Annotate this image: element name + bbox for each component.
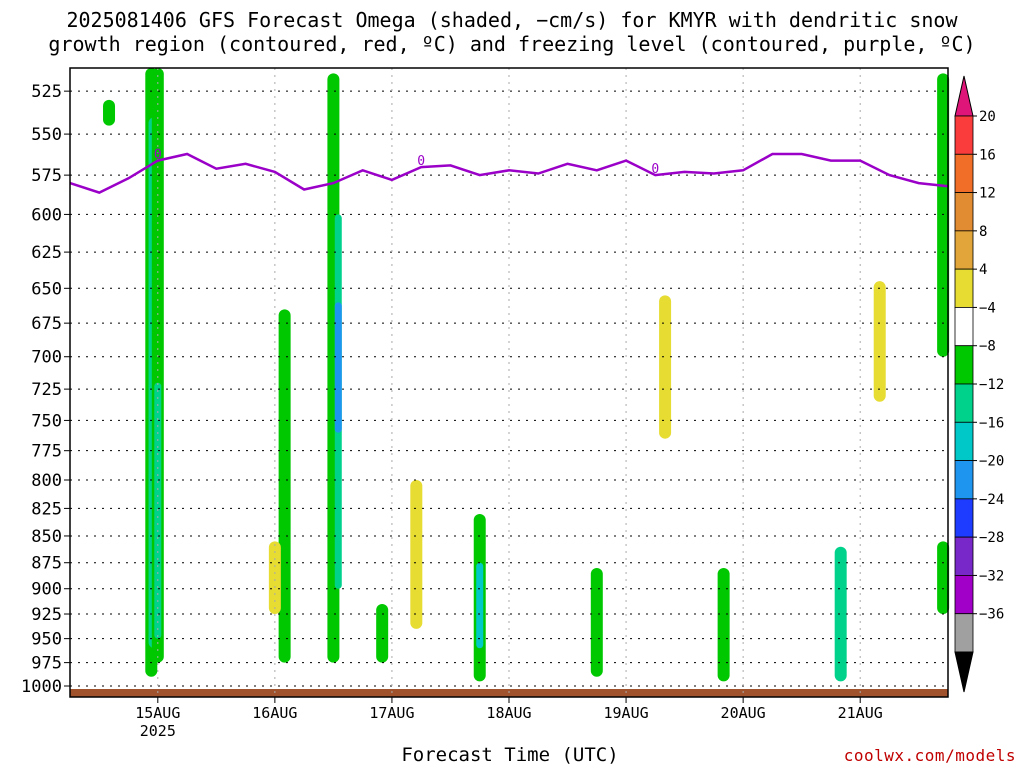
colorbar-bin-13 <box>954 575 974 615</box>
colorbar-label-12: −32 <box>979 568 1004 584</box>
chart-title: 2025081406 GFS Forecast Omega (shaded, −… <box>0 8 1024 56</box>
freezing-level-label: 0 <box>417 154 425 169</box>
omega-region-14 <box>590 567 603 677</box>
y-tick-label-625: 625 <box>31 243 62 263</box>
colorbar-bin-14 <box>954 613 974 653</box>
colorbar-bin-11 <box>954 498 974 538</box>
colorbar-bottom-triangle <box>954 651 974 693</box>
omega-region-13 <box>476 562 484 649</box>
colorbar-bin-1 <box>954 115 974 155</box>
colorbar-bin-3 <box>954 192 974 232</box>
colorbar-bin-5 <box>954 268 974 308</box>
colorbar-label-6: −8 <box>979 339 996 355</box>
colorbar-label-13: −36 <box>979 607 1004 623</box>
omega-region-5 <box>278 309 291 663</box>
colorbar-bin-12 <box>954 536 974 576</box>
freezing-level-label: 0 <box>651 162 659 177</box>
colorbar-label-1: 16 <box>979 147 996 163</box>
colorbar-bin-4 <box>954 230 974 270</box>
colorbar-label-10: −24 <box>979 492 1004 508</box>
omega-region-11 <box>410 479 423 629</box>
x-tick-label-15AUG: 15AUG <box>135 704 180 722</box>
y-tick-label-975: 975 <box>31 654 62 674</box>
omega-region-9 <box>268 541 281 615</box>
colorbar-label-3: 8 <box>979 224 987 240</box>
x-tick-label-17AUG: 17AUG <box>369 704 414 722</box>
y-tick-label-600: 600 <box>31 205 62 225</box>
omega-region-10 <box>376 603 389 663</box>
y-tick-label-775: 775 <box>31 442 62 462</box>
y-tick-label-800: 800 <box>31 471 62 491</box>
plot-frame <box>69 67 949 698</box>
colorbar-bin-9 <box>954 421 974 461</box>
omega-region-19 <box>937 73 950 357</box>
colorbar-label-7: −12 <box>979 377 1004 393</box>
chart-title-line1: 2025081406 GFS Forecast Omega (shaded, −… <box>66 8 958 32</box>
y-tick-label-725: 725 <box>31 380 62 400</box>
colorbar-bin-2 <box>954 153 974 193</box>
omega-region-8 <box>334 302 342 433</box>
credit-link[interactable]: coolwx.com/models <box>843 746 1016 765</box>
x-axis-label: Forecast Time (UTC) <box>401 744 619 766</box>
colorbar-label-9: −20 <box>979 454 1004 470</box>
x-tick-label-20AUG: 20AUG <box>721 704 766 722</box>
y-tick-label-750: 750 <box>31 411 62 431</box>
y-tick-label-900: 900 <box>31 580 62 600</box>
omega-region-18 <box>873 281 886 402</box>
colorbar-label-4: 4 <box>979 262 987 278</box>
colorbar-label-8: −16 <box>979 415 1004 431</box>
freezing-level-label: 0 <box>154 148 162 163</box>
omega-region-20 <box>937 541 950 615</box>
omega-region-16 <box>717 567 730 682</box>
colorbar-bin-10 <box>954 460 974 500</box>
y-tick-label-675: 675 <box>31 314 62 334</box>
y-tick-label-575: 575 <box>31 166 62 186</box>
x-tick-label-21AUG: 21AUG <box>838 704 883 722</box>
colorbar-bin-7 <box>954 345 974 385</box>
x-tick-label-16AUG: 16AUG <box>252 704 297 722</box>
omega-region-15 <box>659 295 672 439</box>
y-tick-label-925: 925 <box>31 605 62 625</box>
y-tick-label-875: 875 <box>31 554 62 574</box>
colorbar-label-2: 12 <box>979 186 996 202</box>
y-tick-label-700: 700 <box>31 348 62 368</box>
x-tick-sublabel-15AUG: 2025 <box>140 722 176 740</box>
colorbar-top-triangle <box>954 75 974 117</box>
y-tick-label-525: 525 <box>31 82 62 102</box>
colorbar-label-0: 20 <box>979 109 996 125</box>
colorbar-label-5: −4 <box>979 300 996 316</box>
y-tick-label-950: 950 <box>31 630 62 650</box>
x-tick-label-19AUG: 19AUG <box>603 704 648 722</box>
colorbar-label-11: −28 <box>979 530 1004 546</box>
plot-area <box>70 68 948 697</box>
y-tick-label-850: 850 <box>31 527 62 547</box>
chart-title-line2: growth region (contoured, red, ºC) and f… <box>48 32 976 56</box>
x-tick-label-18AUG: 18AUG <box>486 704 531 722</box>
freezing-level-line <box>69 152 949 194</box>
y-tick-label-1000: 1000 <box>21 677 62 697</box>
colorbar-bin-8 <box>954 383 974 423</box>
y-tick-label-550: 550 <box>31 125 62 145</box>
y-tick-label-650: 650 <box>31 279 62 299</box>
omega-region-17 <box>834 546 847 682</box>
colorbar-bin-6 <box>954 307 974 347</box>
omega-region-4 <box>103 99 116 126</box>
y-tick-label-825: 825 <box>31 499 62 519</box>
